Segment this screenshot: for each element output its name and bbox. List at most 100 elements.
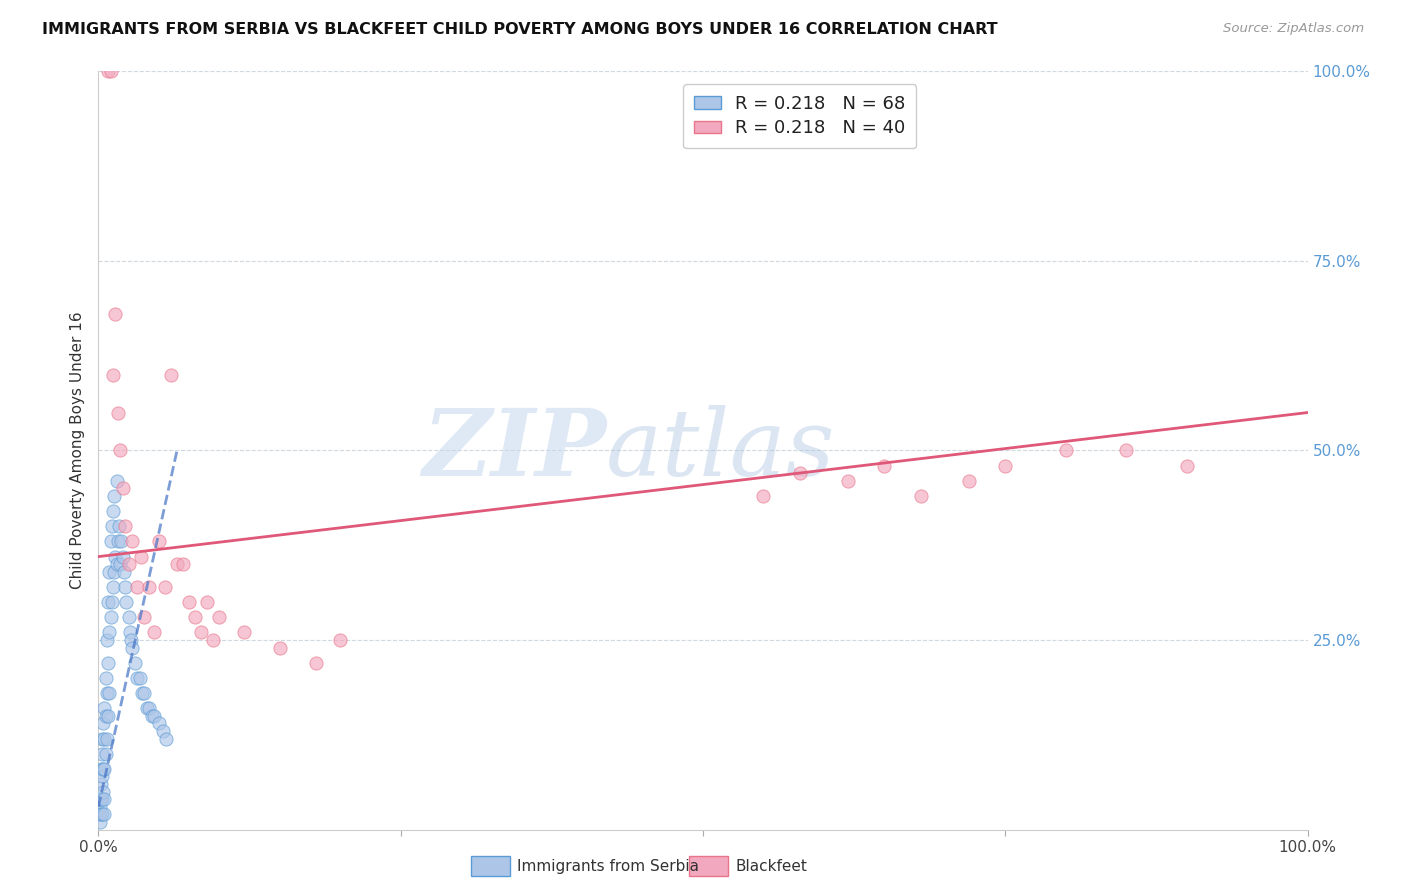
Point (97, 595, 120, 609)
Point (121, 640, 143, 655)
Point (111, 482, 134, 496)
Point (127, 671, 149, 685)
Point (89, 792, 111, 806)
Text: atlas: atlas (606, 406, 835, 495)
Point (97, 64, 120, 78)
Point (91, 769, 114, 784)
Point (143, 708, 166, 723)
Text: Source: ZipAtlas.com: Source: ZipAtlas.com (1223, 22, 1364, 36)
Point (202, 633, 225, 648)
Point (752, 489, 775, 503)
Point (134, 610, 156, 624)
Legend: R = 0.218   N = 68, R = 0.218   N = 40: R = 0.218 N = 68, R = 0.218 N = 40 (683, 84, 917, 148)
Point (105, 557, 128, 572)
Point (100, 595, 122, 609)
Point (97, 656, 120, 670)
Point (789, 467, 811, 481)
Point (90, 777, 112, 791)
Point (93, 701, 115, 715)
Point (98, 625, 121, 640)
Point (131, 686, 153, 700)
Point (153, 580, 176, 594)
Point (90, 807, 112, 822)
Point (100, 519, 122, 533)
Point (910, 489, 932, 503)
Point (329, 633, 352, 648)
Point (98, 565, 121, 579)
Point (114, 580, 136, 594)
Point (91, 762, 114, 776)
Point (166, 557, 188, 572)
Point (172, 557, 194, 572)
Point (101, 580, 124, 594)
Point (837, 474, 859, 488)
Point (90, 792, 112, 806)
Point (232, 625, 254, 640)
Point (118, 625, 141, 640)
Point (96, 686, 118, 700)
Point (957, 474, 980, 488)
Point (152, 724, 174, 739)
Point (104, 549, 127, 564)
Point (138, 580, 160, 594)
Point (94, 747, 117, 761)
Point (89, 815, 111, 830)
Point (91, 716, 114, 731)
Point (94, 671, 117, 685)
Point (160, 368, 183, 382)
Point (108, 443, 131, 458)
Point (100, 534, 122, 549)
Point (141, 708, 163, 723)
Point (111, 549, 134, 564)
Point (98, 686, 121, 700)
Point (90, 762, 112, 776)
Point (195, 595, 218, 609)
Point (94, 708, 117, 723)
Point (1175, 458, 1198, 473)
Point (93, 807, 115, 822)
Point (305, 656, 328, 670)
Y-axis label: Child Poverty Among Boys Under 16: Child Poverty Among Boys Under 16 (70, 311, 86, 590)
Text: Immigrants from Serbia: Immigrants from Serbia (517, 859, 699, 873)
Point (103, 565, 125, 579)
Point (148, 534, 170, 549)
Point (124, 656, 146, 670)
Point (103, 489, 125, 503)
Point (190, 625, 212, 640)
Point (873, 458, 896, 473)
Point (115, 595, 138, 609)
Point (107, 405, 129, 420)
Point (96, 633, 118, 648)
Point (100, 64, 122, 78)
Point (128, 671, 150, 685)
Point (1054, 443, 1077, 458)
Point (91, 792, 114, 806)
Point (108, 519, 131, 533)
Point (1115, 443, 1137, 458)
Point (112, 565, 135, 579)
Point (91, 747, 114, 761)
Point (118, 610, 141, 624)
Point (93, 762, 115, 776)
Point (93, 731, 115, 746)
Point (97, 708, 120, 723)
Point (127, 580, 149, 594)
Point (179, 595, 201, 609)
Point (994, 458, 1017, 473)
Point (129, 549, 152, 564)
Point (110, 534, 132, 549)
Point (155, 731, 177, 746)
Point (101, 368, 124, 382)
Point (91, 731, 114, 746)
Point (105, 474, 128, 488)
Text: Blackfeet: Blackfeet (735, 859, 807, 873)
Point (138, 701, 160, 715)
Point (91, 785, 114, 799)
Point (101, 504, 124, 518)
Point (184, 610, 207, 624)
Point (114, 519, 136, 533)
Point (89, 800, 111, 814)
Point (135, 701, 157, 715)
Point (107, 534, 129, 549)
Point (93, 792, 115, 806)
